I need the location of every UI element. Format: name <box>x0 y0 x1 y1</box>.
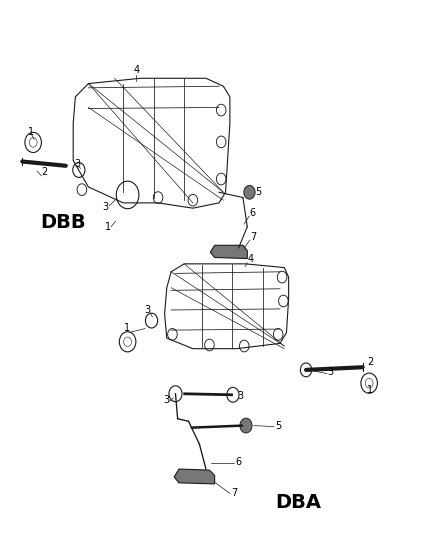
Text: 2: 2 <box>367 357 373 367</box>
Text: 3: 3 <box>238 391 244 401</box>
Polygon shape <box>210 245 247 259</box>
Text: 2: 2 <box>42 167 48 177</box>
Text: 5: 5 <box>275 421 281 431</box>
Text: 4: 4 <box>133 65 139 75</box>
Text: 4: 4 <box>247 254 254 264</box>
Text: 3: 3 <box>328 367 334 377</box>
Text: 1: 1 <box>28 127 35 137</box>
Text: 5: 5 <box>255 187 261 197</box>
Text: 7: 7 <box>251 232 257 242</box>
Circle shape <box>240 418 252 433</box>
Text: 6: 6 <box>236 457 242 467</box>
Text: 6: 6 <box>250 208 256 218</box>
Text: DBA: DBA <box>276 492 321 512</box>
Text: 1: 1 <box>367 385 373 395</box>
Polygon shape <box>174 469 215 484</box>
Text: 3: 3 <box>74 159 81 169</box>
Text: 3: 3 <box>102 202 109 212</box>
Text: 7: 7 <box>231 488 237 498</box>
Text: 3: 3 <box>144 305 150 314</box>
Text: DBB: DBB <box>41 213 86 232</box>
Text: 3: 3 <box>163 395 170 405</box>
Text: 1: 1 <box>124 323 130 333</box>
Circle shape <box>244 185 255 199</box>
Text: 1: 1 <box>105 222 111 232</box>
